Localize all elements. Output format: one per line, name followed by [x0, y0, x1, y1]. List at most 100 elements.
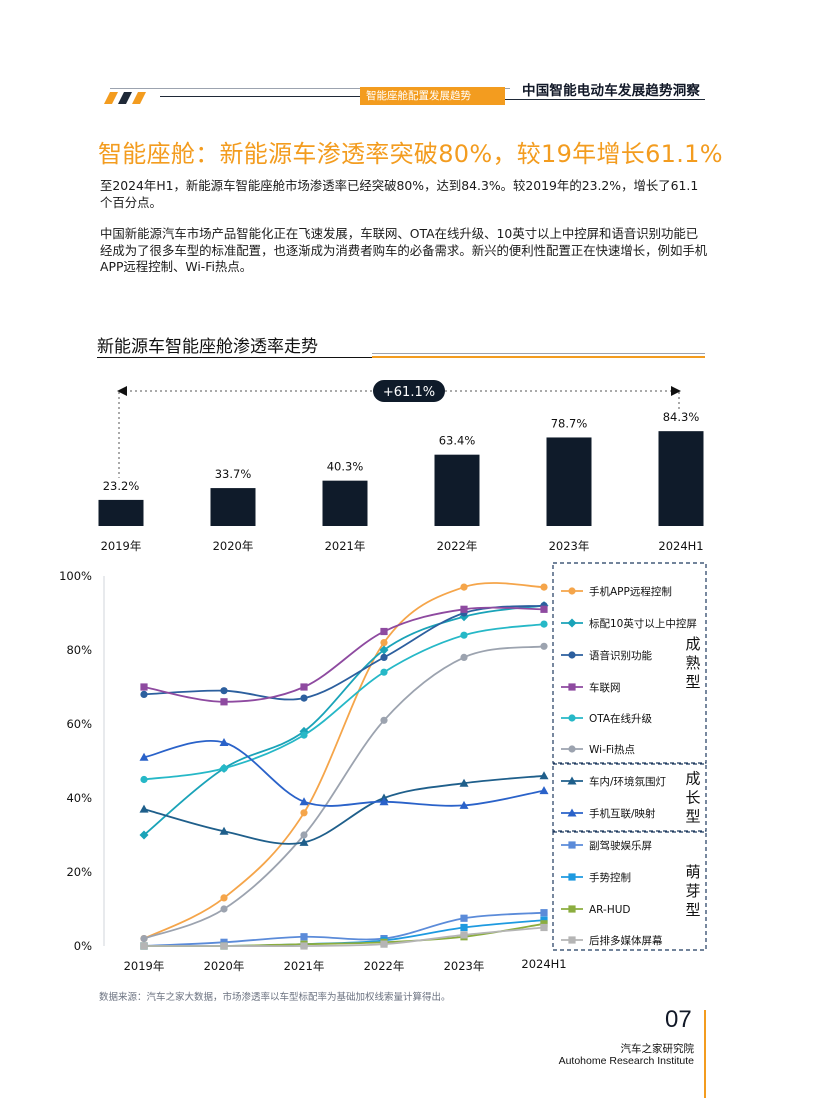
line-point	[540, 916, 548, 924]
series-line	[143, 911, 545, 947]
series-line	[143, 774, 545, 845]
line-point	[220, 894, 228, 902]
header-stripes-icon	[104, 92, 146, 104]
line-point	[220, 687, 228, 695]
line-point	[219, 738, 229, 746]
x-tick-label: 2019年	[124, 959, 165, 973]
series-line	[143, 582, 545, 940]
report-title: 中国智能电动车发展趋势洞察	[522, 83, 701, 99]
line-point	[539, 771, 549, 780]
legend-group-label: 萌	[685, 863, 700, 881]
page-header: 智能座舱配置发展趋势 中国智能电动车发展趋势洞察	[0, 0, 816, 110]
legend-label: AR-HUD	[589, 904, 631, 916]
series-line	[144, 926, 545, 948]
line-point	[299, 797, 309, 806]
x-tick-label: 2023年	[444, 959, 485, 973]
line-point	[300, 809, 308, 817]
line-point	[568, 841, 576, 849]
legend-label: 手势控制	[589, 871, 631, 884]
header-rule-right	[505, 99, 705, 100]
bar-value-label: 33.7%	[215, 467, 252, 481]
paragraph-summary: 至2024年H1，新能源车智能座舱市场渗透率已经突破80%，达到84.3%。较2…	[100, 178, 699, 210]
y-tick-label: 100%	[59, 569, 92, 583]
legend-label: Wi-Fi热点	[589, 743, 635, 756]
line-point	[300, 694, 308, 702]
legend-label: 车联网	[589, 681, 621, 694]
bar-value-label: 78.7%	[551, 416, 588, 430]
bar-category-label: 2019年	[101, 539, 142, 553]
legend-label: 语音识别功能	[589, 649, 652, 662]
line-point	[567, 776, 577, 785]
legend-group-box	[552, 763, 707, 832]
line-point	[140, 935, 148, 943]
section-title: 新能源车智能座舱渗透率走势	[97, 337, 318, 357]
line-point	[460, 583, 468, 591]
line-point	[459, 778, 469, 787]
line-point	[220, 938, 228, 946]
line-point	[220, 764, 228, 773]
legend-label: 副驾驶娱乐屏	[589, 839, 652, 852]
y-tick-label: 20%	[66, 865, 92, 879]
line-point	[568, 683, 576, 691]
line-point	[220, 698, 228, 706]
bar	[98, 499, 144, 526]
line-point	[539, 786, 549, 795]
legend-group-label: 熟	[685, 654, 700, 672]
legend-label: 标配10英寸以上中控屏	[589, 617, 697, 630]
line-point	[379, 797, 389, 806]
bar-category-label: 2021年	[325, 539, 366, 553]
line-point	[300, 731, 308, 739]
line-point	[380, 653, 388, 662]
line-point	[140, 775, 148, 784]
section-tab: 智能座舱配置发展趋势	[360, 87, 505, 105]
line-point	[460, 931, 468, 939]
line-point	[299, 837, 309, 846]
line-point	[220, 942, 228, 950]
line-point	[300, 683, 308, 691]
org-name-cn: 汽车之家研究院	[620, 1043, 695, 1055]
line-point	[568, 936, 576, 944]
legend-group-box	[552, 831, 707, 951]
line-point	[139, 804, 149, 813]
legend-group-label: 型	[685, 901, 700, 919]
line-point	[300, 933, 308, 941]
bar	[434, 454, 480, 526]
paragraph-detail: 中国新能源汽车市场产品智能化正在飞速发展，车联网、OTA在线升级、10英寸以上中…	[100, 226, 708, 274]
legend-group-label: 成	[685, 770, 700, 788]
line-point	[139, 830, 149, 840]
header-rule-top	[110, 88, 510, 89]
data-source-note: 数据来源：汽车之家大数据，市场渗透率以车型标配率为基础加权线索量计算得出。	[99, 992, 451, 1003]
annotation-arrow-right	[671, 386, 681, 396]
y-tick-label: 80%	[66, 643, 92, 657]
section-rule-orange	[372, 356, 705, 358]
line-point	[380, 716, 388, 724]
line-point	[540, 909, 548, 917]
line-point	[140, 690, 148, 699]
header-rule	[160, 96, 505, 97]
series-line	[143, 740, 545, 807]
line-point	[140, 683, 148, 691]
series-line	[143, 604, 545, 836]
line-point	[140, 942, 148, 950]
line-point	[540, 923, 548, 932]
bar-category-label: 2022年	[437, 539, 478, 553]
legend-group-box	[552, 562, 707, 764]
line-point	[540, 620, 548, 628]
x-tick-label: 2024H1	[521, 957, 566, 971]
y-tick-label: 60%	[66, 717, 92, 731]
line-point	[540, 605, 548, 613]
line-point	[379, 645, 389, 655]
line-point	[540, 920, 548, 928]
y-tick-label: 40%	[66, 791, 92, 805]
line-point	[459, 800, 469, 809]
line-point	[139, 752, 149, 761]
line-point	[568, 905, 576, 913]
line-point	[568, 714, 576, 722]
line-point	[460, 631, 468, 639]
line-point	[460, 653, 468, 662]
legend-group-label: 长	[685, 789, 700, 807]
line-point	[380, 668, 388, 676]
line-point	[460, 923, 468, 932]
growth-badge	[373, 380, 445, 402]
line-point	[567, 808, 577, 817]
